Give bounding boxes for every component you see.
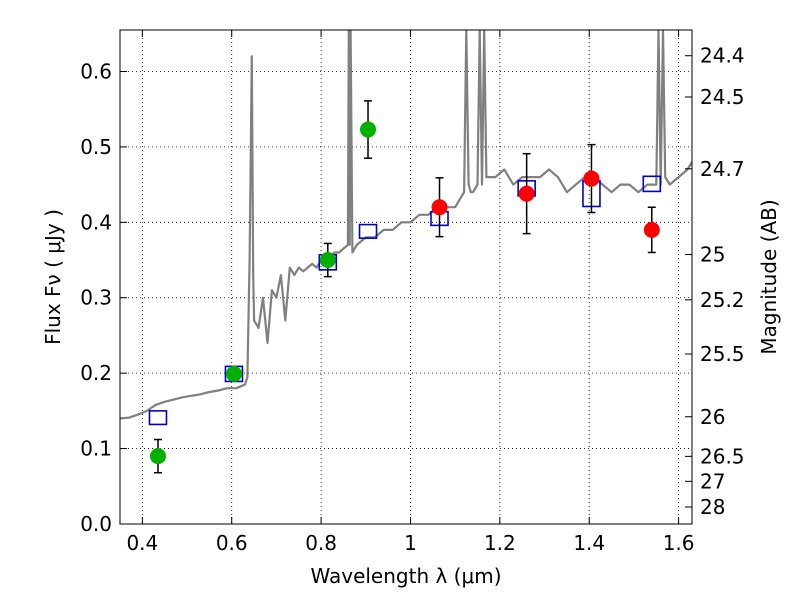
y-tick-label: 0.5 [80, 135, 112, 159]
y-axis-label: Flux Fν ( μJy ) [41, 209, 65, 345]
y-tick-label: 0.4 [80, 210, 112, 234]
plot-background [120, 30, 692, 524]
observed-point [643, 221, 660, 238]
observed-point [149, 448, 166, 465]
y2-tick-label: 24.5 [700, 85, 745, 109]
x-tick-label: 0.8 [305, 531, 337, 555]
model-photometry-square [148, 410, 168, 426]
x-tick-label: 1.4 [573, 531, 605, 555]
y-tick-label: 0.0 [80, 512, 112, 536]
y2-tick-label: 24.7 [700, 157, 745, 181]
plot-area [119, 29, 693, 525]
y-tick-label: 0.6 [80, 59, 112, 83]
y2-tick-label: 24.4 [700, 44, 745, 68]
observed-point [360, 121, 377, 138]
y2-tick-label: 25.5 [700, 342, 745, 366]
observed-point [518, 185, 535, 202]
x-tick-label: 1.6 [663, 531, 695, 555]
observed-point [319, 252, 336, 269]
y2-tick-label: 25 [700, 243, 725, 267]
x-tick-label: 1 [404, 531, 417, 555]
y2-tick-label: 25.2 [700, 288, 745, 312]
observed-point [583, 170, 600, 187]
chart-marks [120, 30, 692, 474]
y2-tick-label: 26 [700, 405, 725, 429]
y-tick-label: 0.2 [80, 361, 112, 385]
observed-point [225, 365, 242, 382]
y-tick-label: 0.1 [80, 437, 112, 461]
model-photometry-square [642, 175, 662, 193]
y2-axis-label: Magnitude (AB) [757, 199, 781, 354]
x-axis-label: Wavelength λ (μm) [310, 564, 501, 588]
x-tick-label: 0.4 [126, 531, 158, 555]
y2-tick-label: 28 [700, 495, 725, 519]
tick-labels: 0.4 0.6 0.8 1 1.2 1.4 1.6 0.0 0.1 0.2 0.3 0.4 0.5 0.6… [80, 44, 744, 555]
x-tick-label: 0.6 [216, 531, 248, 555]
y2-tick-label: 27 [700, 469, 725, 493]
y2-tick-label: 26.5 [700, 444, 745, 468]
y-tick-label: 0.3 [80, 286, 112, 310]
plot-frame [119, 29, 693, 525]
x-tick-label: 1.2 [484, 531, 516, 555]
observed-point [431, 199, 448, 216]
model-photometry-square [358, 223, 378, 239]
axis-ticks [120, 30, 692, 525]
